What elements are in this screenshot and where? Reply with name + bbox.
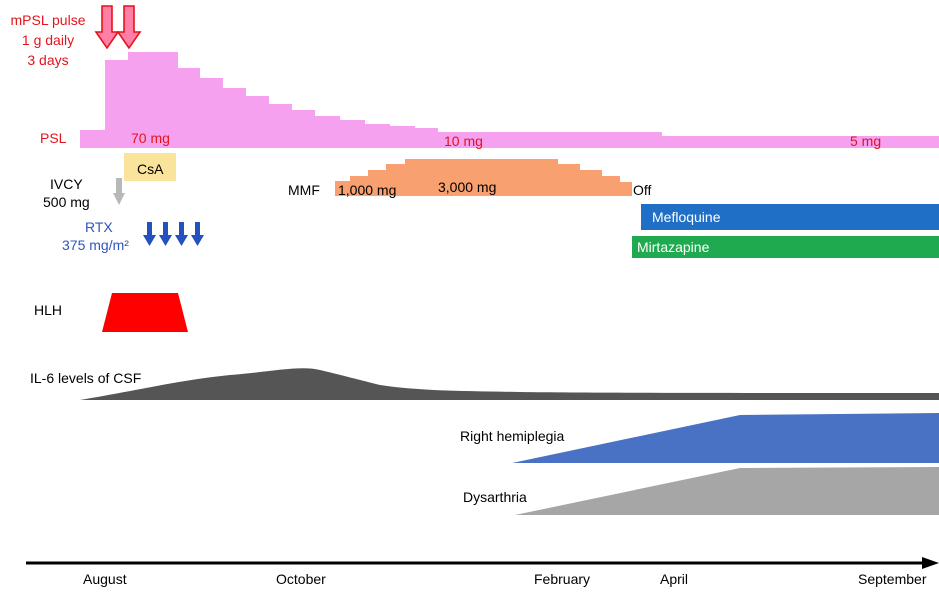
ivcy-label-line2: 500 mg: [43, 194, 90, 210]
hlh-label: HLH: [34, 302, 63, 318]
psl-dose-end: 5 mg: [850, 133, 882, 149]
mmf-off-label: Off: [633, 182, 652, 198]
rtx-arrow: [191, 222, 204, 246]
psl-taper-area: [80, 52, 939, 148]
mefloquine-label: Mefloquine: [652, 209, 721, 225]
rtx-arrow: [159, 222, 172, 246]
il6-label: IL-6 levels of CSF: [30, 370, 142, 386]
dysarthria-label: Dysarthria: [463, 489, 527, 505]
mpsl-label-line1: mPSL pulse: [10, 12, 86, 28]
mmf-label: MMF: [288, 182, 320, 198]
psl-dose-mid: 10 mg: [444, 133, 483, 149]
mmf-dose-low: 1,000 mg: [338, 182, 397, 198]
timeline-label-august: August: [83, 571, 127, 587]
mpsl-label-line2: 1 g daily: [21, 32, 75, 48]
hemiplegia-area: [512, 413, 939, 463]
rtx-label-line1: RTX: [85, 219, 113, 235]
hlh-area: [102, 293, 188, 332]
csa-bar: [124, 153, 176, 181]
mmf-dose-high: 3,000 mg: [438, 179, 497, 195]
mpsl-pulse-arrow: [116, 5, 142, 50]
timeline-label-april: April: [660, 571, 689, 587]
rtx-label-line2: 375 mg/m²: [62, 237, 129, 253]
mpsl-pulse-arrow: [94, 5, 120, 50]
mefloquine-bar: [641, 204, 939, 230]
il6-curve-area: [80, 368, 939, 400]
psl-dose-start: 70 mg: [131, 130, 170, 146]
timeline-label-february: February: [534, 571, 591, 587]
timeline-label-october: October: [276, 571, 326, 587]
dysarthria-area: [515, 467, 939, 515]
timeline-arrowhead: [922, 557, 939, 569]
rtx-arrow: [175, 222, 188, 246]
hemiplegia-label: Right hemiplegia: [460, 428, 565, 444]
mirtazapine-label: Mirtazapine: [637, 239, 710, 255]
mpsl-label-line3: 3 days: [27, 52, 69, 68]
rtx-arrows: [143, 222, 204, 246]
psl-label: PSL: [40, 130, 67, 146]
mirtazapine-bar: [632, 236, 939, 258]
ivcy-label-line1: IVCY: [50, 176, 83, 192]
timeline-label-september: September: [858, 571, 927, 587]
rtx-arrow: [143, 222, 156, 246]
csa-label: CsA: [137, 161, 164, 177]
mmf-area: [335, 159, 632, 196]
ivcy-arrow: [113, 178, 125, 205]
